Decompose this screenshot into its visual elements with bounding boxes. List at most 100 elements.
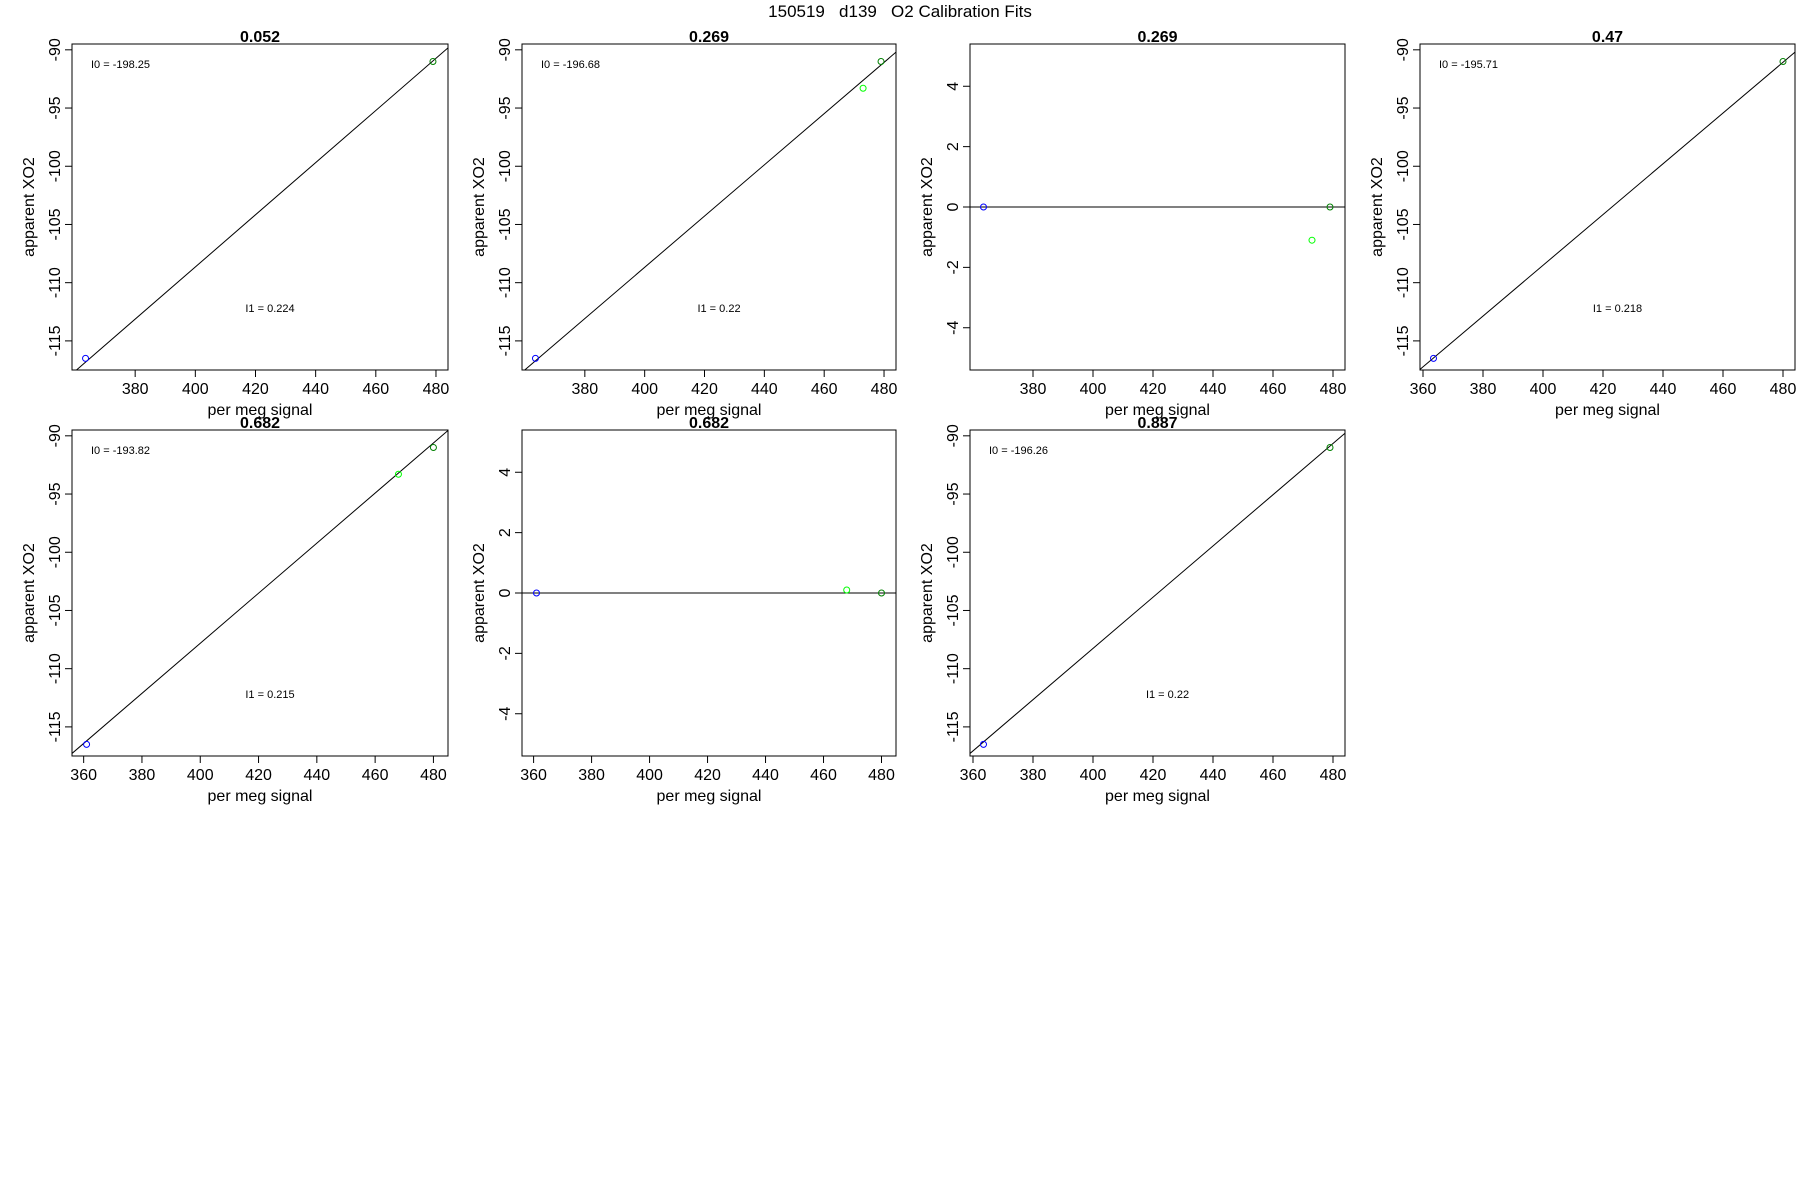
- x-tick-label: 400: [1530, 381, 1557, 398]
- x-axis-label: per meg signal: [208, 402, 313, 419]
- page-title: 150519 d139 O2 Calibration Fits: [768, 2, 1032, 21]
- y-tick-label: -115: [945, 711, 962, 742]
- y-tick-label: -105: [47, 208, 64, 240]
- x-tick-label: 400: [631, 381, 658, 398]
- y-tick-label: 0: [945, 202, 962, 211]
- y-tick-label: 4: [945, 82, 962, 91]
- x-tick-label: 380: [1020, 767, 1047, 784]
- y-tick-label: 2: [497, 528, 514, 537]
- x-tick-label: 460: [1710, 381, 1737, 398]
- x-axis-label: per meg signal: [1555, 402, 1660, 419]
- data-point: [83, 740, 91, 748]
- x-tick-label: 440: [1200, 767, 1227, 784]
- y-axis-label: apparent XO2: [21, 543, 38, 643]
- x-axis-label: per meg signal: [208, 788, 313, 805]
- data-point: [394, 470, 402, 478]
- x-tick-label: 380: [1470, 381, 1497, 398]
- y-axis-label: apparent XO2: [471, 543, 488, 643]
- x-tick-label: 440: [302, 381, 329, 398]
- slope-annotation: I1 = 0.22: [697, 303, 740, 315]
- y-tick-label: -90: [47, 424, 64, 447]
- x-tick-label: 380: [129, 767, 156, 784]
- x-tick-label: 460: [810, 767, 837, 784]
- plot-frame: [969, 429, 1346, 757]
- y-tick-label: -2: [497, 646, 514, 660]
- y-tick-label: -115: [497, 325, 514, 356]
- y-tick-label: -110: [47, 267, 64, 298]
- x-tick-label: 480: [868, 767, 895, 784]
- y-tick-label: -90: [1395, 38, 1412, 61]
- x-tick-label: 480: [871, 381, 898, 398]
- x-axis-label: per meg signal: [657, 788, 762, 805]
- x-tick-label: 420: [694, 767, 721, 784]
- x-tick-label: 380: [1020, 381, 1047, 398]
- y-tick-label: 4: [497, 468, 514, 477]
- x-tick-label: 360: [960, 767, 987, 784]
- x-tick-label: 440: [752, 767, 779, 784]
- x-axis-label: per meg signal: [657, 402, 762, 419]
- data-point: [1430, 354, 1437, 362]
- y-tick-label: -105: [497, 208, 514, 240]
- data-point: [878, 589, 886, 597]
- x-axis-label: per meg signal: [1105, 788, 1210, 805]
- y-tick-label: -90: [497, 38, 514, 61]
- y-tick-label: -95: [945, 482, 962, 505]
- x-tick-label: 480: [1770, 381, 1797, 398]
- y-tick-label: 0: [497, 588, 514, 597]
- x-tick-label: 480: [1320, 767, 1347, 784]
- x-tick-label: 460: [1260, 767, 1287, 784]
- x-tick-label: 480: [420, 767, 447, 784]
- plot-frame: [71, 43, 449, 371]
- x-tick-label: 380: [571, 381, 598, 398]
- y-tick-label: -115: [1395, 325, 1412, 356]
- x-tick-label: 420: [245, 767, 272, 784]
- slope-annotation: I1 = 0.224: [245, 303, 294, 315]
- y-tick-label: -95: [47, 96, 64, 119]
- x-tick-label: 460: [811, 381, 838, 398]
- data-point: [1779, 57, 1787, 65]
- chart-panel-1: 0.052 380 400 420 440 460 480 -115 -110 -105 -100 -…: [21, 29, 449, 419]
- y-tick-label: -95: [47, 482, 64, 505]
- y-tick-label: -90: [945, 424, 962, 447]
- y-tick-label: -115: [47, 325, 64, 356]
- slope-annotation: I1 = 0.22: [1146, 689, 1189, 701]
- x-tick-label: 400: [187, 767, 214, 784]
- x-tick-label: 420: [242, 381, 269, 398]
- chart-panel-6: 0.682 360 380 400 420 440 460 480 -4 -2 0 2 4 per meg…: [471, 415, 897, 805]
- x-tick-label: 460: [362, 767, 389, 784]
- x-tick-label: 400: [1080, 381, 1107, 398]
- slope-annotation: I1 = 0.215: [245, 689, 294, 701]
- y-tick-label: -100: [497, 150, 514, 182]
- x-tick-label: 440: [751, 381, 778, 398]
- y-tick-label: -95: [497, 96, 514, 119]
- data-point: [531, 354, 539, 362]
- y-tick-label: -95: [1395, 96, 1412, 119]
- plot-frame: [71, 429, 449, 757]
- data-point: [843, 586, 851, 594]
- y-tick-label: -110: [945, 653, 962, 684]
- chart-panel-5: 0.682 360 380 400 420 440 460 480 -115 -110 -105 -1…: [21, 415, 449, 805]
- y-tick-label: -100: [945, 536, 962, 568]
- plot-frame: [521, 43, 897, 371]
- y-tick-label: -110: [497, 267, 514, 298]
- data-point: [859, 84, 867, 92]
- chart-title: 0.682: [689, 415, 729, 432]
- data-point: [980, 740, 987, 748]
- chart-title: 0.269: [1137, 29, 1177, 46]
- y-tick-label: -105: [47, 594, 64, 626]
- x-tick-label: 420: [1590, 381, 1617, 398]
- data-point: [1308, 236, 1316, 244]
- x-tick-label: 420: [1140, 381, 1167, 398]
- data-point: [1326, 443, 1334, 451]
- y-tick-label: -105: [1395, 208, 1412, 240]
- slope-annotation: I1 = 0.218: [1593, 303, 1642, 315]
- chart-panel-2: 0.269 380 400 420 440 460 480 -115 -110 -105 -100 -…: [471, 29, 897, 419]
- x-tick-label: 460: [1260, 381, 1287, 398]
- x-tick-label: 360: [520, 767, 547, 784]
- chart-title: 0.887: [1137, 415, 1177, 432]
- y-tick-label: -110: [1395, 267, 1412, 298]
- x-tick-label: 360: [70, 767, 97, 784]
- y-tick-label: -100: [47, 536, 64, 568]
- intercept-annotation: I0 = -196.68: [541, 59, 600, 71]
